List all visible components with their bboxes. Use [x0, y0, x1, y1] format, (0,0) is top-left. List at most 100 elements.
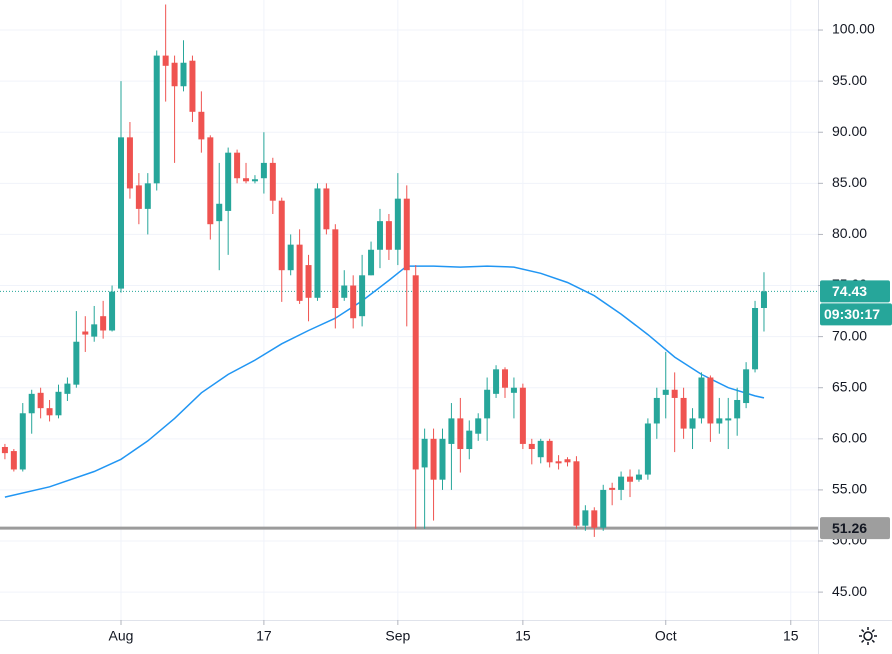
candle-body — [269, 162, 276, 201]
settings-icon-core — [863, 631, 873, 641]
candle-body — [555, 461, 562, 464]
candle-body — [216, 203, 223, 222]
candle-body — [412, 275, 419, 470]
candle-body — [510, 387, 517, 393]
candle-body — [305, 265, 312, 298]
y-tick-label: 60.00 — [832, 430, 867, 446]
candle-body — [671, 389, 678, 398]
candle-body — [359, 275, 366, 317]
candle-body — [734, 399, 741, 419]
countdown-tag — [820, 303, 892, 326]
candle-body — [1, 446, 8, 454]
candle-body — [100, 316, 107, 331]
candle-body — [600, 489, 607, 528]
candle-body — [528, 443, 535, 450]
y-tick-label: 55.00 — [832, 481, 867, 497]
x-tick-label: Oct — [655, 628, 677, 644]
countdown-label: 09:30:17 — [824, 306, 880, 322]
candle-body — [109, 291, 116, 331]
candle-body — [37, 392, 44, 409]
x-tick-label: Aug — [109, 628, 134, 644]
y-tick-label: 65.00 — [832, 378, 867, 394]
candle-body — [501, 369, 508, 388]
candle-body — [234, 152, 241, 179]
candle-body — [716, 418, 723, 424]
candle-body — [314, 188, 321, 298]
candle-body — [680, 397, 687, 429]
candle-body — [564, 459, 571, 463]
candle-body — [323, 188, 330, 230]
candle-body — [332, 229, 339, 309]
y-tick-label: 95.00 — [832, 72, 867, 88]
x-tick-label: Sep — [385, 628, 410, 644]
candle-body — [135, 185, 142, 209]
candle-body — [519, 387, 526, 444]
y-tick-label: 80.00 — [832, 225, 867, 241]
settings-icon[interactable] — [859, 627, 877, 645]
candle-body — [171, 62, 178, 87]
candle-body — [662, 389, 669, 395]
candle-body — [350, 285, 357, 319]
y-tick-label: 45.00 — [832, 583, 867, 599]
candle-body — [46, 408, 53, 416]
candle-body — [296, 244, 303, 301]
y-tick-label: 85.00 — [832, 174, 867, 190]
last-price-label: 74.43 — [832, 283, 867, 299]
x-tick-label: 15 — [515, 628, 531, 644]
y-tick-label: 70.00 — [832, 327, 867, 343]
candle-body — [689, 418, 696, 429]
candle-body — [457, 418, 464, 450]
candle-body — [260, 162, 267, 179]
candle-body — [484, 389, 491, 419]
candle-body — [546, 440, 553, 463]
axes: 45.0050.0055.0060.0065.0070.0075.0080.00… — [109, 21, 875, 644]
y-tick-label: 90.00 — [832, 123, 867, 139]
candle-body — [225, 152, 232, 211]
candle-body — [752, 308, 759, 370]
candle-body — [421, 438, 428, 468]
candle-body — [153, 55, 160, 184]
candle-body — [180, 62, 187, 87]
candle-body — [635, 474, 642, 480]
candle-body — [82, 331, 89, 335]
candle-body — [198, 111, 205, 140]
y-tick-label: 100.00 — [832, 21, 875, 37]
candle-body — [394, 198, 401, 250]
candle-body — [189, 60, 196, 112]
grid — [0, 0, 818, 620]
candle-body — [493, 369, 500, 394]
candle-body — [403, 198, 410, 271]
candle-body — [644, 423, 651, 475]
candle-body — [439, 438, 446, 480]
candle-body — [573, 461, 580, 526]
candle-body — [278, 200, 285, 271]
candle-body — [207, 137, 214, 225]
candle-body — [55, 391, 62, 416]
plot — [0, 4, 818, 537]
candle-body — [91, 324, 98, 337]
candle-body — [591, 510, 598, 528]
candle-body — [118, 137, 125, 289]
candle-body — [243, 178, 250, 182]
candle-body — [376, 221, 383, 250]
candle-body — [537, 440, 544, 458]
candle-body — [698, 377, 705, 419]
candle-body — [10, 451, 17, 470]
price-tags: 74.43 09:30:17 51.26 — [820, 280, 892, 540]
x-tick-label: 15 — [783, 628, 799, 644]
candle-body — [162, 55, 169, 66]
candle-body — [627, 476, 634, 482]
candle-body — [144, 183, 151, 209]
candle-body — [126, 137, 133, 189]
candle-body — [725, 418, 732, 421]
level-tag — [820, 517, 890, 540]
candle-body — [287, 244, 294, 271]
settings-icon-spokes — [859, 627, 877, 645]
candle-body — [475, 418, 482, 434]
candle-body — [28, 393, 35, 414]
candle-body — [64, 383, 71, 394]
candle-body — [368, 249, 375, 276]
candle-body — [609, 487, 616, 490]
